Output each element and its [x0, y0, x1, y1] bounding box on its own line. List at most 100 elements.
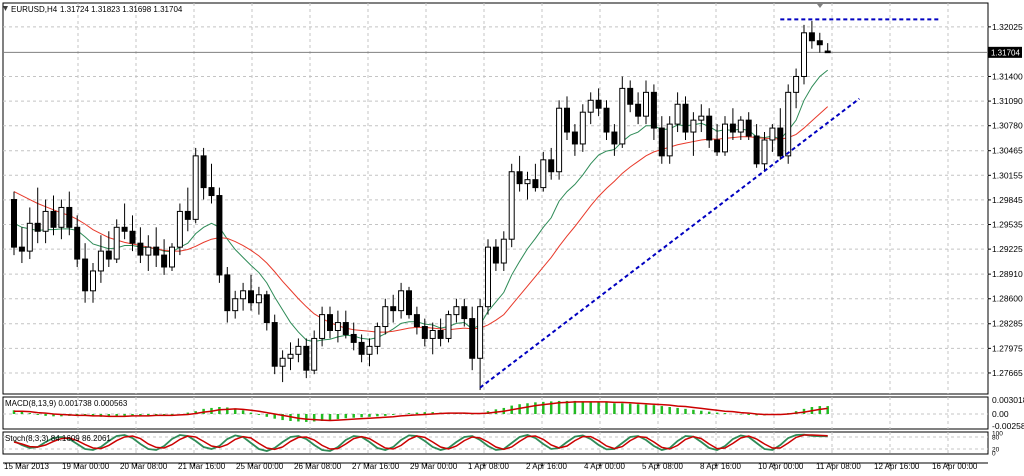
time-axis-label: 5 Apr 08:00: [642, 462, 683, 471]
candle-body-up: [737, 119, 744, 133]
candle-body-up: [90, 270, 96, 292]
price-axis-label: 1.28600: [992, 294, 1023, 304]
candle-body-down: [303, 345, 310, 371]
candle-body-down: [753, 135, 760, 165]
macd-axis-label: -0.00258: [992, 421, 1024, 431]
current-price-tag: 1.31704: [988, 46, 1022, 58]
candle-body-up: [643, 91, 649, 117]
candle: [342, 310, 349, 339]
candle: [548, 147, 555, 180]
candle: [627, 80, 634, 113]
candle-body-down: [437, 329, 444, 339]
candle-body-down: [82, 258, 89, 292]
candle-body-down: [406, 290, 412, 316]
candle-body-up: [445, 314, 452, 339]
candle: [319, 306, 326, 347]
time-axis-label: 4 Apr 00:00: [584, 462, 625, 471]
candle: [406, 286, 412, 319]
time-axis-label: 27 Mar 16:00: [352, 462, 400, 471]
stoch-panel: [3, 433, 988, 452]
candle: [34, 187, 41, 244]
candle: [485, 239, 491, 315]
candle-body-down: [105, 250, 112, 260]
candle: [255, 286, 262, 315]
candle-body-up: [508, 171, 515, 240]
candle: [777, 108, 784, 160]
candle: [658, 116, 665, 164]
stoch-signal-line: [13, 434, 828, 451]
candle: [26, 207, 33, 260]
candle-body-down: [595, 99, 602, 109]
macd-axis-label: 0.00: [992, 409, 1009, 419]
candle-body-up: [240, 290, 247, 300]
moving-averages: [13, 69, 829, 343]
candle-body-down: [121, 226, 128, 232]
candle: [97, 235, 104, 283]
candle: [611, 124, 618, 156]
ma-fast-line: [13, 69, 829, 343]
candle-body-down: [327, 314, 333, 331]
trendlines: [479, 18, 939, 389]
candle-body-up: [58, 206, 65, 228]
candle-body-down: [469, 318, 476, 359]
candle-body-up: [485, 246, 491, 308]
candle: [516, 155, 523, 192]
candle: [208, 163, 215, 204]
candle: [263, 290, 270, 331]
time-axis-label: 10 Apr 00:00: [758, 462, 804, 471]
candle: [248, 274, 254, 311]
candle: [413, 306, 420, 335]
candle: [453, 298, 460, 323]
candle-body-down: [461, 306, 468, 320]
candle-body-up: [674, 103, 681, 125]
stoch-axis-label: 80: [992, 435, 1000, 442]
time-axis-label: 15 Mar 2013: [4, 462, 49, 471]
candle-body-down: [161, 254, 168, 268]
candle: [42, 199, 49, 244]
candle-body-down: [129, 230, 136, 244]
candle: [595, 88, 602, 117]
candle: [216, 187, 223, 283]
candle-body-down: [66, 206, 73, 228]
candle: [169, 243, 175, 271]
candle-body-down: [74, 226, 81, 260]
candle: [682, 96, 689, 140]
candle: [74, 215, 81, 267]
current-price-label: 1.31704: [991, 48, 1020, 57]
candle: [619, 76, 626, 148]
candle-body-up: [453, 306, 460, 316]
candle-body-down: [184, 210, 191, 220]
candle: [18, 227, 25, 264]
candle-body-down: [548, 159, 555, 173]
candle: [650, 84, 657, 140]
candle-body-down: [635, 103, 642, 117]
time-axis-label: 11 Apr 08:00: [816, 462, 861, 471]
candle-body-up: [785, 91, 792, 157]
time-axis-label: 12 Apr 16:00: [874, 462, 920, 471]
candle: [176, 203, 183, 256]
current-price-box: [988, 46, 1022, 58]
candle-body-down: [658, 127, 665, 157]
price-axis-label: 1.28285: [992, 319, 1023, 329]
support-trendline[interactable]: [479, 97, 860, 389]
candle-body-up: [366, 345, 373, 355]
candle-body-down: [153, 246, 160, 256]
candle-body-up: [232, 298, 239, 312]
symbol-label: EURUSD,H4: [11, 5, 58, 14]
macd-panel-frame: [2, 396, 989, 430]
candle: [603, 100, 610, 140]
candle-body-up: [690, 119, 697, 133]
candle: [303, 338, 310, 379]
candle: [224, 266, 231, 323]
chart-shift-marker-icon[interactable]: [817, 4, 823, 8]
candle: [793, 68, 800, 109]
candle-body-up: [698, 115, 705, 121]
candle-body-up: [579, 111, 586, 145]
ohlc-values: 1.31724 1.31823 1.31698 1.31704: [60, 5, 183, 14]
candle-body-up: [540, 159, 547, 189]
candle: [366, 338, 373, 367]
axes: 1.32025 1.31400 1.31090 1.30780 1.30465 1.301…: [4, 22, 1024, 471]
candle: [477, 298, 484, 391]
